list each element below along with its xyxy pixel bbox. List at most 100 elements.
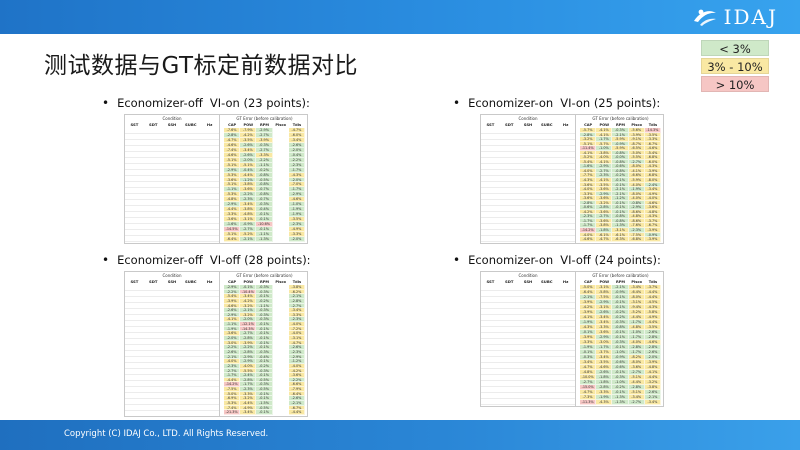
error-cell: -12.1% bbox=[240, 322, 257, 327]
error-cell: -0.9% bbox=[612, 355, 629, 360]
error-cell: -0.1% bbox=[612, 295, 629, 300]
error-column-header: POW bbox=[599, 123, 610, 127]
error-cell: -3.7% bbox=[596, 350, 613, 355]
error-cell: -3.4% bbox=[596, 320, 613, 325]
error-cell: -0.1% bbox=[256, 212, 273, 218]
error-cell: -0.8% bbox=[612, 325, 629, 330]
error-cell: -4.7% bbox=[224, 137, 241, 143]
error-cell: -1.2% bbox=[288, 359, 306, 364]
error-cell: -4.1% bbox=[628, 168, 645, 174]
error-cell: -6.8% bbox=[644, 155, 662, 160]
error-cell: -3.3% bbox=[240, 391, 257, 397]
error-cell: -3.3% bbox=[644, 137, 662, 142]
error-cell: -3.5% bbox=[240, 137, 257, 143]
error-cell: -3.6% bbox=[224, 217, 241, 223]
table-row: -4.4% -3.8% -0.4% -1.9% bbox=[224, 207, 306, 213]
error-cell: -3.6% bbox=[644, 205, 662, 210]
error-cell: -2.6% bbox=[644, 390, 662, 395]
error-cell: -1.7% bbox=[288, 167, 306, 173]
error-cell: -2.6% bbox=[240, 152, 257, 158]
table-row: -0.1% -3.6% -0.1% -1.0% -2.6% bbox=[580, 330, 662, 335]
error-cell: -0.8% bbox=[256, 182, 273, 188]
error-cell: -2.7% bbox=[628, 370, 645, 375]
error-cell: -11.4% bbox=[580, 146, 597, 151]
error-cell: -2.6% bbox=[288, 396, 306, 402]
error-cell: -1.5% bbox=[256, 401, 273, 406]
error-cell: -4.7% bbox=[580, 390, 597, 395]
error-cell: -4.7% bbox=[580, 365, 597, 370]
error-cell: -4.1% bbox=[224, 317, 241, 323]
error-rows: -5.0% -3.1% -2.1% -3.4% -3.7% -6.4% -5.8% -0.9%… bbox=[580, 285, 662, 406]
table-row: -2.9% -0.1% -0.3% -3.8% bbox=[224, 285, 306, 290]
error-cell: -3.6% bbox=[224, 177, 241, 183]
error-cell bbox=[272, 285, 289, 290]
condition-rows bbox=[125, 128, 219, 243]
error-cell: -8.6% bbox=[628, 218, 645, 224]
table-row: -2.6% -2.8% -0.3% -2.3% bbox=[224, 349, 306, 355]
error-cell bbox=[272, 152, 289, 158]
condition-column-header: Hz bbox=[562, 279, 569, 284]
error-cell: -0.7% bbox=[256, 187, 273, 193]
error-cell: -3.3% bbox=[256, 152, 273, 158]
error-cell: -0.8% bbox=[612, 159, 629, 165]
error-cell: -4.4% bbox=[628, 315, 645, 320]
error-cell: -1.7% bbox=[240, 382, 257, 388]
table-row: -3.9% -2.9% -0.1% -1.7% -2.8% bbox=[580, 335, 662, 340]
error-cell bbox=[272, 331, 289, 337]
table-row: -5.7% -4.1% -0.3% -5.6% -14.3% bbox=[580, 128, 662, 133]
error-cell bbox=[272, 227, 289, 233]
table-row: -1.7% -2.4% -0.1% -3.6% bbox=[224, 373, 306, 378]
error-cell: -2.8% bbox=[240, 377, 257, 383]
error-cell: -4.0% bbox=[288, 331, 306, 337]
error-cell: -3.8% bbox=[240, 182, 257, 188]
table-row: -0.1% -3.7% -1.0% -1.7% -2.6% bbox=[580, 350, 662, 355]
panel-label-sub: VI-off (28 points): bbox=[209, 253, 311, 267]
error-cell: -2.7% bbox=[256, 132, 273, 138]
error-cell: -0.8% bbox=[612, 218, 629, 224]
table-row: -3.6% -3.1% -0.1% -3.5% bbox=[224, 217, 306, 223]
error-cell: -10.4% bbox=[240, 289, 257, 295]
error-cell bbox=[272, 359, 289, 364]
condition-column-header: SSH bbox=[523, 279, 533, 284]
error-column-header: CAP bbox=[228, 123, 237, 127]
error-cell: -4.9% bbox=[240, 405, 257, 411]
error-cell: -2.8% bbox=[628, 385, 645, 390]
error-column-header: RPM bbox=[260, 280, 269, 284]
error-cell: -4.0% bbox=[628, 182, 645, 188]
table-row: -5.1% -5.1% -1.1% -2.3% bbox=[224, 162, 306, 168]
error-cell: -2.1% bbox=[612, 191, 629, 197]
error-cell: -1.7% bbox=[628, 335, 645, 340]
error-cell: -1.1% bbox=[256, 303, 273, 309]
logo-text: IDAJ bbox=[723, 5, 778, 29]
error-cell: -4.4% bbox=[288, 410, 306, 415]
panel-heading: • Economizer-off VI-on (23 points): bbox=[102, 96, 422, 110]
error-cell: -4.6% bbox=[224, 152, 241, 158]
error-cell: -15.0% bbox=[580, 385, 597, 390]
error-cell: -2.9% bbox=[628, 205, 645, 210]
error-cell: -7.9% bbox=[240, 128, 257, 133]
bullet: • bbox=[453, 253, 461, 267]
error-cell: -2.7% bbox=[580, 380, 597, 385]
table-row: -3.9% -4.2% -0.2% -2.8% bbox=[224, 298, 306, 304]
error-cell: -3.3% bbox=[596, 325, 613, 330]
error-cell: -14.3% bbox=[240, 326, 257, 332]
error-cell: -5.7% bbox=[596, 141, 613, 147]
error-cell: -2.1% bbox=[612, 132, 629, 138]
error-cell bbox=[272, 294, 289, 299]
error-cell: -1.7% bbox=[288, 187, 306, 193]
error-cell: -7.7% bbox=[580, 173, 597, 179]
error-cell bbox=[272, 326, 289, 332]
error-cell: -2.3% bbox=[580, 214, 597, 219]
table-row: -3.9% -2.6% -0.2% -5.2% -5.8% bbox=[580, 310, 662, 315]
error-cell: -3.4% bbox=[240, 294, 257, 299]
error-cell: -5.5% bbox=[240, 368, 257, 374]
error-cell: -4.8% bbox=[240, 212, 257, 218]
error-cell: -1.2% bbox=[612, 196, 629, 201]
error-cell: -21.3% bbox=[224, 410, 241, 415]
error-cell: -2.6% bbox=[288, 142, 306, 148]
table-row: -5.3% -2.2% -0.8% -2.9% bbox=[224, 192, 306, 198]
error-cell: -2.8% bbox=[644, 345, 662, 350]
error-column-header: Tdis bbox=[292, 123, 302, 127]
error-cell: -4.8% bbox=[580, 370, 597, 375]
table-row: -10.0% -1.8% -0.3% -5.1% -4.4% bbox=[580, 375, 662, 380]
